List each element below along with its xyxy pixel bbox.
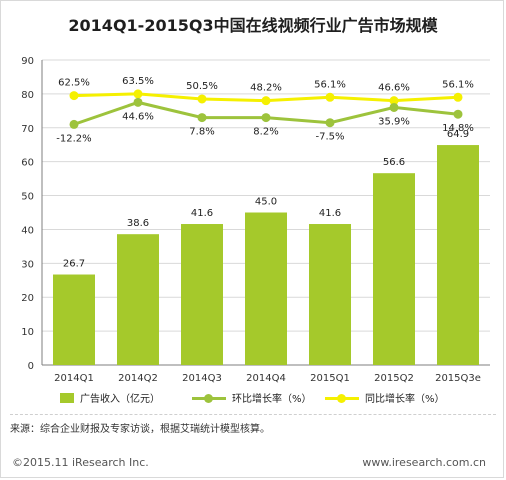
yoy-series-label: 56.1%	[314, 79, 346, 90]
legend-swatch-bar	[60, 392, 74, 403]
yoy-series-point	[197, 94, 207, 104]
yoy-series-label: 50.5%	[186, 81, 218, 92]
legend-swatch-qoq	[192, 393, 226, 403]
yoy-series-point	[325, 92, 335, 102]
footer-website: www.iresearch.com.cn	[362, 456, 486, 469]
bar	[117, 234, 159, 365]
yoy-series-point	[389, 96, 399, 106]
legend-item-qoq: 环比增长率（%）	[192, 390, 312, 405]
qoq-series-label: -7.5%	[315, 132, 344, 143]
source-note: 来源：综合企业财报及专家访谈，根据艾瑞统计模型核算。	[10, 424, 270, 435]
x-tick-label: 2014Q3	[182, 373, 222, 384]
yoy-series-point	[133, 89, 143, 99]
qoq-series-label: 44.6%	[122, 111, 154, 122]
chart-title: 2014Q1-2015Q3中国在线视频行业广告市场规模	[68, 16, 438, 35]
qoq-series-point	[69, 119, 79, 129]
y-tick-label: 60	[21, 158, 34, 169]
x-tick-label: 2014Q4	[246, 373, 286, 384]
y-tick-label: 20	[21, 293, 34, 304]
bar	[437, 145, 479, 365]
yoy-series-label: 62.5%	[58, 78, 90, 89]
bar-value-label: 41.6	[191, 208, 213, 219]
bar-value-label: 41.6	[319, 208, 341, 219]
x-tick-label: 2015Q3e	[435, 373, 481, 384]
bar	[373, 173, 415, 365]
bar	[181, 224, 223, 365]
y-tick-label: 40	[21, 225, 34, 236]
legend-label-yoy: 同比增长率（%）	[365, 394, 445, 405]
x-tick-label: 2015Q1	[310, 373, 350, 384]
qoq-series-point	[133, 97, 143, 107]
bar	[245, 212, 287, 365]
yoy-series-point	[261, 96, 271, 106]
legend-label-qoq: 环比增长率（%）	[232, 394, 312, 405]
y-tick-label: 50	[21, 192, 34, 203]
y-tick-label: 10	[21, 327, 34, 338]
bar-value-label: 56.6	[383, 157, 405, 168]
yoy-series-label: 48.2%	[250, 83, 282, 94]
qoq-series-point	[389, 102, 399, 112]
bar	[309, 224, 351, 365]
divider	[10, 414, 496, 416]
x-tick-label: 2015Q2	[374, 373, 414, 384]
footer-copyright: ©2015.11 iResearch Inc.	[12, 456, 149, 469]
yoy-series-point	[453, 92, 463, 102]
qoq-series-label: -12.2%	[56, 133, 91, 144]
qoq-series-label: 35.9%	[378, 116, 410, 127]
yoy-series-label: 63.5%	[122, 76, 154, 87]
legend-item-yoy: 同比增长率（%）	[325, 390, 445, 405]
yoy-series-label: 46.6%	[378, 83, 410, 94]
bar	[53, 274, 95, 365]
qoq-series-point	[325, 118, 335, 128]
x-tick-label: 2014Q1	[54, 373, 94, 384]
qoq-series-point	[261, 113, 271, 123]
bar-value-label: 45.0	[255, 197, 277, 208]
bar-value-label: 38.6	[127, 218, 149, 229]
legend-swatch-yoy	[325, 393, 359, 403]
bar-value-label: 26.7	[63, 259, 85, 270]
x-tick-label: 2014Q2	[118, 373, 158, 384]
y-tick-label: 70	[21, 124, 34, 135]
legend-label-revenue: 广告收入（亿元）	[80, 394, 160, 405]
qoq-series-point	[453, 109, 463, 119]
legend-item-revenue: 广告收入（亿元）	[60, 390, 160, 405]
y-tick-label: 80	[21, 90, 34, 101]
y-tick-label: 30	[21, 259, 34, 270]
bar-value-label: 64.9	[447, 129, 469, 140]
chart-legend: 广告收入（亿元） 环比增长率（%） 同比增长率（%）	[0, 390, 506, 406]
y-tick-label: 90	[21, 56, 34, 67]
qoq-series-label: 7.8%	[189, 127, 214, 138]
qoq-series-label: 14.8%	[442, 123, 474, 134]
qoq-series-label: 8.2%	[253, 127, 278, 138]
y-tick-label: 0	[28, 361, 34, 372]
yoy-series-point	[69, 91, 79, 101]
yoy-series-label: 56.1%	[442, 79, 474, 90]
qoq-series-point	[197, 113, 207, 123]
